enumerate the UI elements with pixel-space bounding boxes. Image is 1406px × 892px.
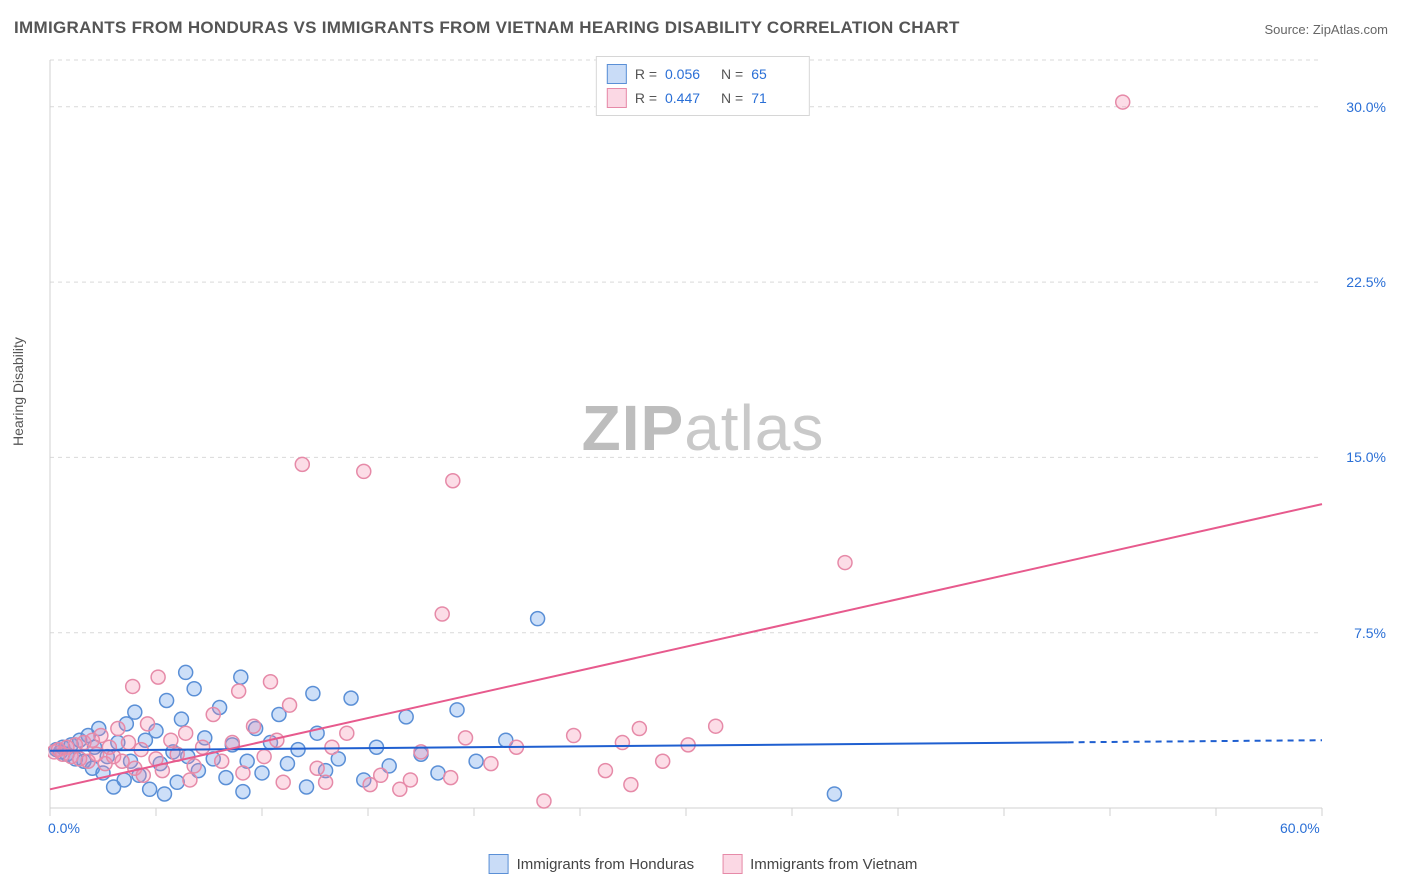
legend-label-vietnam: Immigrants from Vietnam bbox=[750, 856, 917, 873]
y-tick-label: 15.0% bbox=[1346, 449, 1386, 465]
x-tick-label: 0.0% bbox=[48, 820, 80, 836]
data-point bbox=[827, 787, 841, 801]
data-point bbox=[151, 670, 165, 684]
series-legend: Immigrants from Honduras Immigrants from… bbox=[489, 854, 918, 874]
data-point bbox=[632, 722, 646, 736]
data-point bbox=[126, 679, 140, 693]
data-point bbox=[232, 684, 246, 698]
data-point bbox=[537, 794, 551, 808]
data-point bbox=[219, 771, 233, 785]
legend-item-vietnam: Immigrants from Vietnam bbox=[722, 854, 917, 874]
data-point bbox=[357, 464, 371, 478]
data-point bbox=[344, 691, 358, 705]
data-point bbox=[141, 717, 155, 731]
data-point bbox=[838, 556, 852, 570]
data-point bbox=[187, 682, 201, 696]
data-point bbox=[174, 712, 188, 726]
r-value-vietnam: 0.447 bbox=[665, 90, 713, 106]
data-point bbox=[319, 775, 333, 789]
data-point bbox=[340, 726, 354, 740]
data-point bbox=[160, 693, 174, 707]
scatter-plot bbox=[48, 50, 1324, 836]
y-tick-label: 7.5% bbox=[1354, 625, 1386, 641]
data-point bbox=[484, 757, 498, 771]
data-point bbox=[280, 757, 294, 771]
r-label: R = bbox=[635, 90, 657, 106]
data-point bbox=[157, 787, 171, 801]
swatch-honduras bbox=[607, 64, 627, 84]
swatch-vietnam bbox=[607, 88, 627, 108]
data-point bbox=[306, 686, 320, 700]
data-point bbox=[435, 607, 449, 621]
data-point bbox=[615, 736, 629, 750]
r-value-honduras: 0.056 bbox=[665, 66, 713, 82]
legend-item-honduras: Immigrants from Honduras bbox=[489, 854, 695, 874]
n-value-vietnam: 71 bbox=[751, 90, 799, 106]
r-label: R = bbox=[635, 66, 657, 82]
data-point bbox=[459, 731, 473, 745]
y-tick-label: 22.5% bbox=[1346, 274, 1386, 290]
data-point bbox=[170, 775, 184, 789]
y-axis-label: Hearing Disability bbox=[10, 337, 26, 446]
data-point bbox=[257, 750, 271, 764]
data-point bbox=[1116, 95, 1130, 109]
legend-row-vietnam: R = 0.447 N = 71 bbox=[607, 86, 799, 110]
data-point bbox=[450, 703, 464, 717]
n-label: N = bbox=[721, 90, 743, 106]
n-label: N = bbox=[721, 66, 743, 82]
data-point bbox=[444, 771, 458, 785]
n-value-honduras: 65 bbox=[751, 66, 799, 82]
data-point bbox=[598, 764, 612, 778]
data-point bbox=[236, 766, 250, 780]
data-point bbox=[276, 775, 290, 789]
data-point bbox=[709, 719, 723, 733]
legend-label-honduras: Immigrants from Honduras bbox=[517, 856, 695, 873]
data-point bbox=[187, 759, 201, 773]
data-point bbox=[325, 740, 339, 754]
data-point bbox=[531, 612, 545, 626]
data-point bbox=[399, 710, 413, 724]
data-point bbox=[121, 736, 135, 750]
data-point bbox=[234, 670, 248, 684]
data-point bbox=[469, 754, 483, 768]
data-point bbox=[143, 782, 157, 796]
data-point bbox=[283, 698, 297, 712]
data-point bbox=[215, 754, 229, 768]
data-point bbox=[111, 722, 125, 736]
data-point bbox=[310, 761, 324, 775]
data-point bbox=[196, 740, 210, 754]
data-point bbox=[403, 773, 417, 787]
data-point bbox=[431, 766, 445, 780]
data-point bbox=[179, 726, 193, 740]
data-point bbox=[656, 754, 670, 768]
legend-row-honduras: R = 0.056 N = 65 bbox=[607, 62, 799, 86]
source-attribution: Source: ZipAtlas.com bbox=[1264, 22, 1388, 37]
chart-title: IMMIGRANTS FROM HONDURAS VS IMMIGRANTS F… bbox=[14, 18, 960, 38]
x-tick-label: 60.0% bbox=[1280, 820, 1320, 836]
data-point bbox=[446, 474, 460, 488]
data-point bbox=[183, 773, 197, 787]
data-point bbox=[300, 780, 314, 794]
data-point bbox=[255, 766, 269, 780]
data-point bbox=[624, 778, 638, 792]
correlation-legend: R = 0.056 N = 65 R = 0.447 N = 71 bbox=[596, 56, 810, 116]
data-point bbox=[236, 785, 250, 799]
data-point bbox=[206, 708, 220, 722]
data-point bbox=[128, 705, 142, 719]
data-point bbox=[117, 773, 131, 787]
y-tick-label: 30.0% bbox=[1346, 99, 1386, 115]
data-point bbox=[247, 719, 261, 733]
data-point bbox=[164, 733, 178, 747]
data-point bbox=[363, 778, 377, 792]
data-point bbox=[179, 665, 193, 679]
data-point bbox=[263, 675, 277, 689]
swatch-honduras bbox=[489, 854, 509, 874]
data-point bbox=[295, 457, 309, 471]
data-point bbox=[567, 729, 581, 743]
data-point bbox=[115, 754, 129, 768]
swatch-vietnam bbox=[722, 854, 742, 874]
